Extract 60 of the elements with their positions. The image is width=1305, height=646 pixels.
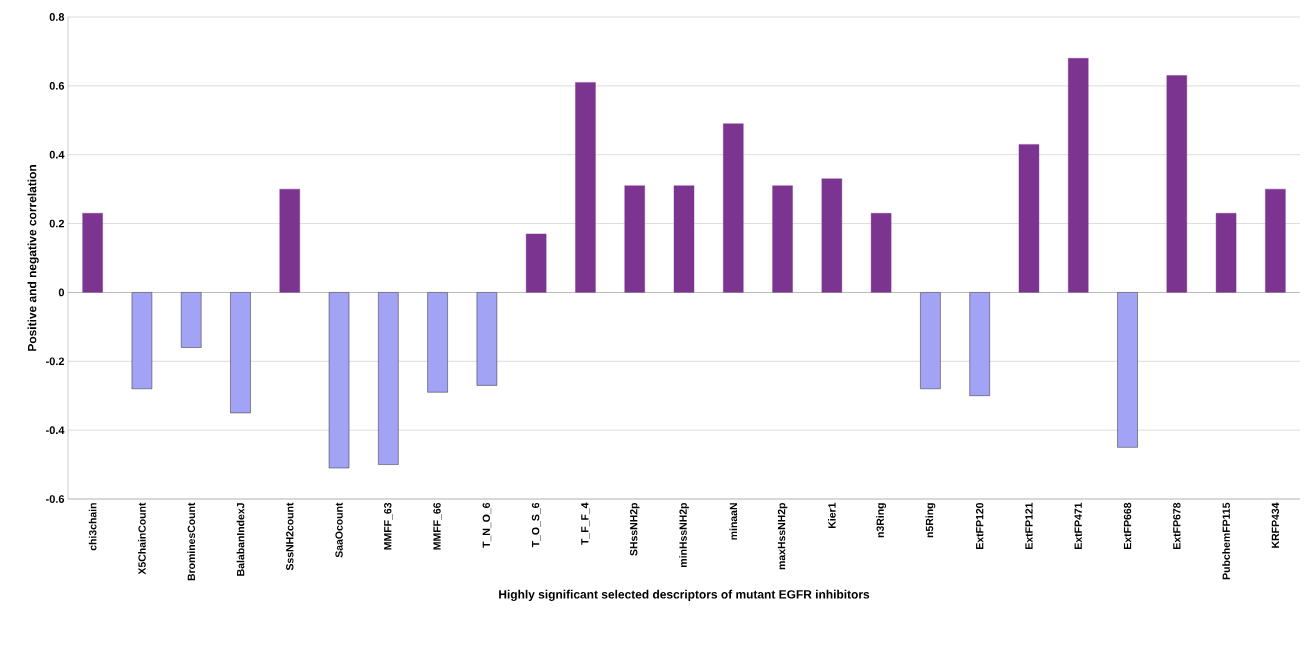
x-tick-label: maxHssNH2p — [777, 502, 788, 570]
bar — [1068, 58, 1089, 293]
bar — [575, 82, 596, 293]
x-tick-label: ExtFP120 — [975, 502, 984, 549]
bar — [1215, 213, 1237, 293]
y-axis-title: Positive and negative correlation — [27, 165, 39, 351]
bar — [230, 292, 251, 414]
y-tick-label: -0.2 — [46, 357, 65, 366]
x-tick-label: ExtFP678 — [1173, 502, 1181, 549]
bar — [821, 178, 843, 293]
x-tick-label: ExtFP668 — [1123, 502, 1132, 549]
x-tick-label: Kier1 — [828, 502, 836, 528]
bar — [328, 292, 350, 469]
bar — [476, 292, 498, 386]
bar — [131, 292, 153, 390]
y-tick-label: 0.4 — [49, 150, 65, 159]
x-tick-label: SssNH2count — [286, 502, 294, 571]
x-tick-label: n3Ring — [876, 503, 887, 538]
bar — [723, 123, 744, 293]
x-tick-label: SHssNH2p — [629, 502, 640, 556]
x-tick-label: ExtFP121 — [1025, 502, 1033, 549]
x-tick-label: MMFF_63 — [384, 502, 393, 550]
x-axis-title: Highly significant selected descriptors of mutant EGFR inhibitors — [499, 589, 870, 602]
y-tick-label: -0.4 — [46, 426, 65, 435]
x-tick-label: T_F_F_4 — [581, 502, 590, 545]
bar — [525, 233, 547, 293]
bar — [378, 292, 399, 465]
x-tick-label: T_O_S_6 — [531, 502, 541, 548]
x-tick-label: BalabanIndexJ — [236, 503, 245, 576]
bar — [920, 292, 941, 390]
x-tick-label: T_N_O_6 — [482, 502, 492, 548]
y-tick-label: 0.6 — [49, 81, 65, 90]
bar — [870, 213, 892, 293]
x-tick-label: X5ChainCount — [138, 502, 146, 575]
y-tick-label: 0.8 — [49, 13, 65, 21]
x-tick-label: minHssNH2p — [679, 502, 689, 567]
bar — [673, 185, 695, 293]
x-tick-label: PubchemFP115 — [1222, 502, 1230, 580]
bar — [1265, 188, 1286, 293]
bar — [1117, 292, 1138, 448]
x-tick-label: ExtFP471 — [1074, 502, 1082, 549]
x-tick-label: KRFP434 — [1271, 502, 1280, 548]
x-tick-label: MMFF_66 — [433, 502, 442, 550]
bar — [624, 185, 645, 293]
x-tick-label: chi3chain — [88, 503, 97, 551]
y-tick-label: -0.6 — [46, 495, 65, 503]
bar — [427, 292, 448, 393]
y-tick-label: 0 — [58, 288, 65, 297]
bar — [279, 188, 300, 293]
x-tick-label: minaaN — [729, 503, 738, 540]
x-tick-label: n5Ring — [925, 503, 936, 538]
x-tick-label: BrominesCount — [187, 502, 196, 581]
bar — [181, 292, 202, 348]
x-tick-label: SaaOcount — [335, 502, 343, 558]
y-tick-label: 0.2 — [49, 219, 65, 228]
bar — [82, 213, 103, 293]
bar — [1018, 144, 1040, 293]
bar — [1166, 75, 1188, 293]
bar — [772, 185, 793, 293]
bar — [969, 292, 990, 396]
